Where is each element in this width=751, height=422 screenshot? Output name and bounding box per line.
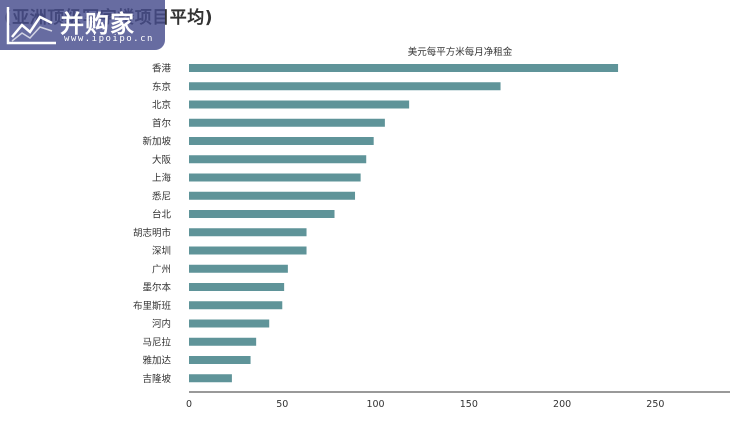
bar bbox=[189, 283, 285, 291]
x-tick-label: 200 bbox=[553, 399, 571, 410]
category-label: 墨尔本 bbox=[142, 282, 171, 294]
bar bbox=[189, 137, 374, 145]
watermark-name: 并购家 bbox=[60, 10, 135, 38]
bar bbox=[189, 64, 619, 72]
category-label: 悉尼 bbox=[152, 190, 171, 202]
category-label: 布里斯班 bbox=[133, 300, 172, 312]
x-tick-label: 0 bbox=[186, 399, 192, 410]
category-label: 大阪 bbox=[152, 154, 172, 166]
category-label: 上海 bbox=[152, 172, 172, 184]
bar bbox=[189, 155, 367, 164]
category-label: 吉隆坡 bbox=[142, 373, 171, 385]
category-label: 广州 bbox=[152, 263, 171, 275]
bar bbox=[189, 337, 257, 346]
line-chart-icon bbox=[6, 7, 56, 45]
x-tick-label: 150 bbox=[460, 399, 478, 410]
bar bbox=[189, 246, 307, 255]
category-label: 首尔 bbox=[152, 117, 172, 129]
bar bbox=[189, 319, 270, 328]
bar bbox=[189, 301, 283, 310]
bar bbox=[189, 100, 410, 109]
category-label: 深圳 bbox=[152, 246, 171, 257]
category-label: 雅加达 bbox=[142, 355, 171, 367]
category-label: 东京 bbox=[152, 81, 171, 93]
bar bbox=[189, 118, 385, 127]
x-tick-label: 50 bbox=[276, 399, 288, 410]
x-tick-label: 250 bbox=[646, 399, 664, 410]
bar bbox=[189, 173, 361, 182]
category-label: 马尼拉 bbox=[142, 336, 171, 348]
bar bbox=[189, 191, 356, 200]
category-label: 河内 bbox=[152, 318, 171, 330]
category-label: 台北 bbox=[152, 209, 172, 221]
category-label: 新加坡 bbox=[142, 136, 171, 148]
bar bbox=[189, 374, 232, 383]
category-label: 香港 bbox=[152, 63, 172, 75]
watermark-logo: 并购家 www.ipoipo.cn bbox=[0, 0, 165, 50]
bar bbox=[189, 82, 501, 91]
chart-title: 美元每平方米每月净租金 bbox=[408, 46, 513, 58]
bar bbox=[189, 356, 251, 364]
category-label: 胡志明市 bbox=[133, 227, 172, 239]
category-label: 北京 bbox=[152, 99, 171, 111]
watermark-url: www.ipoipo.cn bbox=[64, 34, 154, 44]
bar bbox=[189, 264, 288, 273]
x-tick-label: 100 bbox=[366, 399, 384, 410]
bar bbox=[189, 210, 335, 218]
bar bbox=[189, 228, 307, 237]
